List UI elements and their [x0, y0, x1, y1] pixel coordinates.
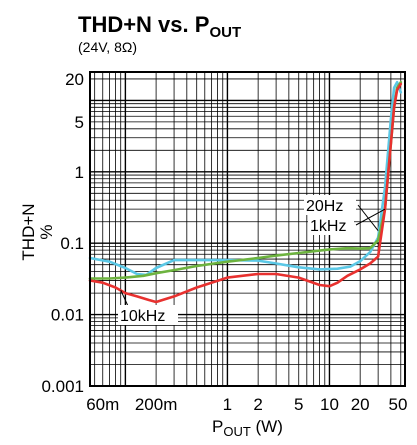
label-bg-20hz: [304, 195, 356, 215]
series-line-10khz: [88, 82, 403, 304]
curve-label-10khz: 10kHz: [120, 308, 165, 325]
x-axis-label-sub: OUT: [223, 424, 251, 439]
x-tick-label: 1: [223, 395, 232, 414]
y-tick-label: 5: [75, 113, 84, 132]
y-tick-label: 20: [65, 70, 84, 89]
curve-label-1khz: 1kHz: [310, 218, 346, 235]
y-tick-label: 0.01: [51, 306, 84, 325]
label-leader-1khz: [355, 208, 386, 226]
x-tick-label: 5: [294, 395, 303, 414]
x-tick-label: 10: [320, 395, 339, 414]
label-leader-10khz: [120, 289, 129, 307]
chart-title: THD+N vs. POUT: [78, 12, 241, 41]
curve-labels: 20Hz 1kHz 10kHz: [118, 195, 386, 325]
curves: [88, 80, 403, 304]
x-axis-label: POUT (W): [212, 417, 283, 439]
plot-frame: [89, 71, 406, 387]
y-tick-label: 0.001: [41, 377, 84, 396]
label-bg-1khz: [308, 215, 354, 235]
x-axis-label-prefix: P: [212, 417, 223, 436]
chart-title-prefix: THD+N vs. P: [78, 12, 209, 37]
chart-title-sub: OUT: [209, 24, 241, 41]
y-axis-label-group: THD+N %: [19, 203, 56, 260]
x-tick-label: 20: [351, 395, 370, 414]
chart-subtitle: (24V, 8Ω): [78, 39, 137, 55]
grid: [90, 72, 405, 386]
y-axis-label: THD+N: [19, 203, 38, 260]
y-tick-label: 0.1: [60, 234, 84, 253]
x-tick-label: 200m: [135, 395, 178, 414]
x-tick-label: 50: [389, 395, 408, 414]
y-axis-unit: %: [37, 224, 56, 239]
x-tick-label: 60m: [86, 395, 119, 414]
x-tick-label: 2: [253, 395, 262, 414]
label-leader-20hz: [357, 204, 379, 231]
curve-label-20hz: 20Hz: [306, 198, 343, 215]
y-tick-label: 1: [75, 163, 84, 182]
label-bg-10khz: [118, 305, 178, 325]
x-axis-label-suffix: (W): [251, 417, 283, 436]
